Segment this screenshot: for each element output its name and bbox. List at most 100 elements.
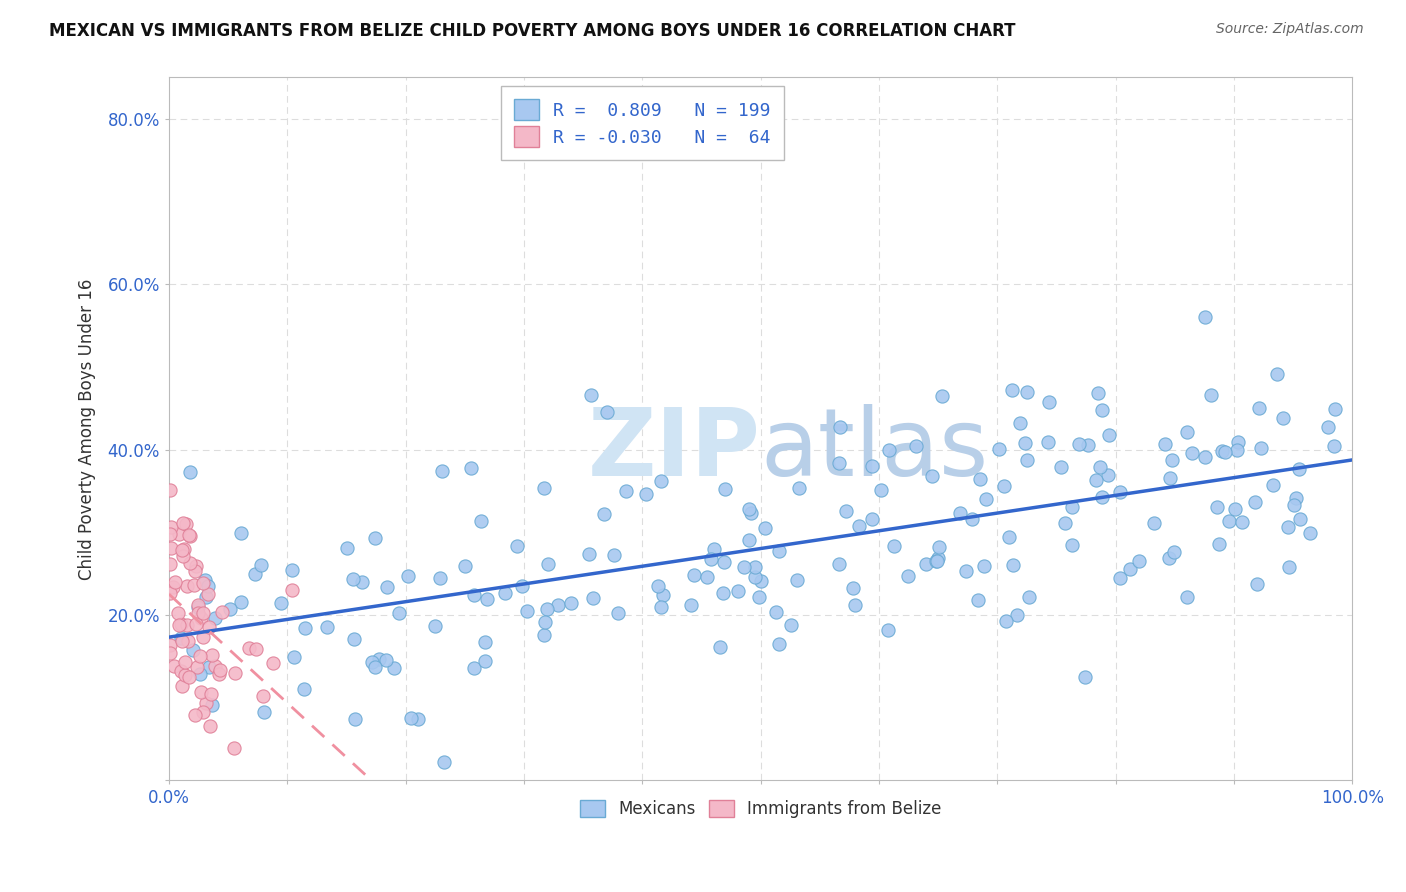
Point (204, 659, 226, 673)
Point (596, 405, 619, 419)
Point (159, 646, 181, 660)
Point (1018, 590, 1040, 604)
Point (512, 579, 534, 593)
Point (200, 687, 222, 701)
Point (470, 515, 492, 529)
Point (159, 520, 181, 534)
Point (870, 483, 893, 497)
Point (786, 574, 808, 588)
Point (191, 576, 214, 591)
Point (1246, 577, 1268, 591)
Point (614, 483, 637, 498)
Point (224, 665, 246, 680)
Point (1277, 519, 1299, 533)
Point (1288, 462, 1310, 476)
Point (1223, 501, 1246, 516)
Point (928, 540, 950, 554)
Point (516, 604, 538, 618)
Point (848, 518, 870, 533)
Point (927, 553, 949, 567)
Point (159, 527, 181, 541)
Point (1199, 388, 1222, 402)
Point (1014, 435, 1036, 450)
Point (162, 659, 184, 673)
Text: ZIP: ZIP (588, 404, 761, 496)
Point (828, 557, 851, 571)
Point (187, 598, 209, 612)
Point (1109, 571, 1132, 585)
Point (1143, 516, 1166, 530)
Point (477, 592, 499, 607)
Point (1282, 498, 1305, 512)
Point (1317, 420, 1340, 434)
Point (198, 659, 221, 673)
Point (460, 460, 482, 475)
Point (432, 464, 454, 478)
Point (1247, 401, 1270, 415)
Point (368, 651, 391, 665)
Point (842, 582, 865, 596)
Point (1181, 446, 1204, 460)
Point (159, 541, 181, 555)
Point (163, 574, 186, 589)
Point (1278, 560, 1301, 574)
Point (201, 648, 224, 663)
Point (170, 632, 193, 646)
Point (1119, 562, 1142, 576)
Point (931, 389, 953, 403)
Point (280, 582, 302, 597)
Point (744, 570, 766, 584)
Point (883, 539, 905, 553)
Point (343, 712, 366, 726)
Point (174, 667, 197, 681)
Point (969, 472, 991, 486)
Point (1250, 441, 1272, 455)
Point (162, 580, 184, 594)
Point (714, 482, 737, 496)
Point (179, 465, 201, 479)
Point (1160, 453, 1182, 467)
Point (194, 696, 217, 710)
Point (1265, 367, 1288, 381)
Point (219, 601, 242, 615)
Point (463, 588, 485, 602)
Point (1062, 538, 1084, 552)
Point (364, 531, 387, 545)
Point (1230, 515, 1253, 529)
Point (897, 569, 920, 583)
Point (787, 482, 810, 496)
Point (364, 660, 387, 674)
Point (222, 740, 245, 755)
Point (252, 689, 274, 703)
Point (176, 618, 198, 632)
Point (204, 611, 226, 625)
Point (988, 442, 1011, 457)
Point (828, 420, 851, 434)
Point (699, 552, 721, 566)
Point (181, 643, 204, 657)
Point (1159, 551, 1181, 566)
Point (582, 591, 605, 606)
Point (1074, 670, 1097, 684)
Point (361, 656, 384, 670)
Point (1049, 460, 1071, 475)
Point (174, 517, 197, 532)
Point (737, 533, 759, 547)
Point (993, 479, 1015, 493)
Point (768, 637, 790, 651)
Point (1298, 526, 1320, 541)
Point (262, 656, 284, 670)
Point (1177, 425, 1199, 439)
Point (209, 663, 232, 677)
Point (432, 755, 454, 769)
Point (170, 543, 193, 558)
Point (463, 661, 485, 675)
Point (1091, 490, 1114, 504)
Point (711, 586, 734, 600)
Point (170, 617, 193, 632)
Point (1053, 516, 1076, 531)
Point (703, 542, 725, 557)
Point (1109, 485, 1132, 500)
Point (1288, 512, 1310, 526)
Point (1244, 495, 1267, 509)
